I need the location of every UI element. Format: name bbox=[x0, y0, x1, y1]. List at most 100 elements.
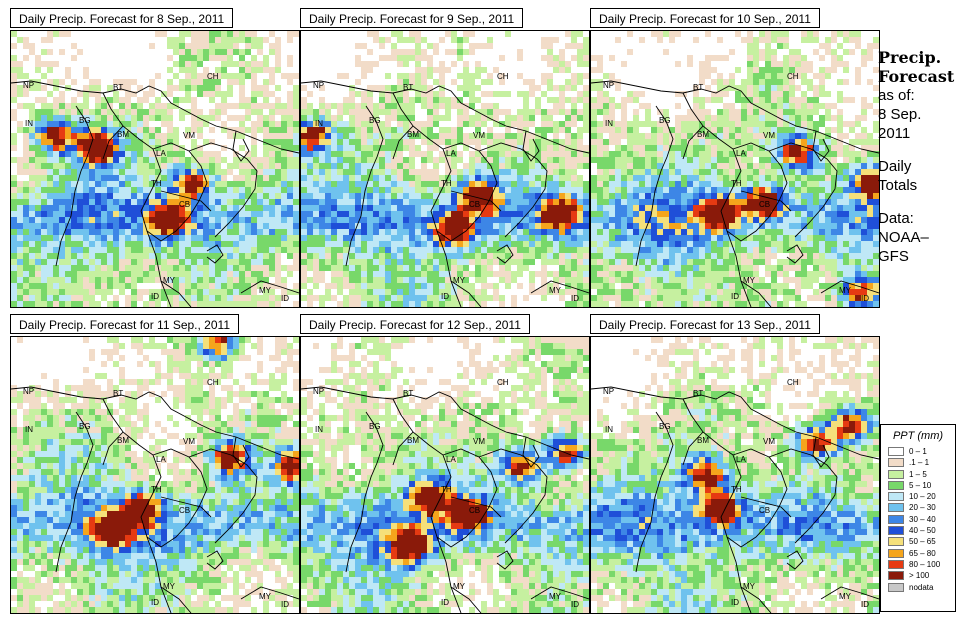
panel-title: Daily Precip. Forecast for 11 Sep., 2011 bbox=[10, 314, 239, 334]
legend-label: nodata bbox=[909, 582, 934, 592]
region-label: IN bbox=[605, 425, 613, 434]
legend-swatch bbox=[888, 559, 904, 569]
legend-item: .1 – 1 bbox=[881, 457, 955, 468]
forecast-panel-sep-12: Daily Precip. Forecast for 12 Sep., 2011… bbox=[300, 314, 590, 616]
region-label: ID bbox=[731, 292, 739, 301]
legend-label: 50 – 65 bbox=[909, 537, 936, 547]
legend-label: .1 – 1 bbox=[909, 458, 930, 468]
region-label: IN bbox=[315, 119, 323, 128]
region-label: VM bbox=[763, 437, 775, 446]
region-label: ID bbox=[281, 600, 289, 609]
region-label: ID bbox=[861, 600, 869, 609]
region-label: TH bbox=[441, 485, 452, 494]
title-line-2: Forecast bbox=[878, 67, 955, 86]
legend-swatch bbox=[888, 469, 904, 479]
region-label: MY bbox=[549, 592, 562, 601]
panel-title: Daily Precip. Forecast for 8 Sep., 2011 bbox=[10, 8, 234, 28]
precip-grid: NP BT IN BG CH BM VM LA TH CB MY ID MY ID bbox=[301, 31, 589, 307]
region-label: ID bbox=[151, 292, 159, 301]
legend-swatch bbox=[888, 548, 904, 558]
region-label: BT bbox=[113, 389, 123, 398]
legend-item: 40 – 50 bbox=[881, 525, 955, 536]
legend-label: 1 – 5 bbox=[909, 469, 927, 479]
region-label: CB bbox=[759, 200, 770, 209]
region-label: BT bbox=[403, 83, 413, 92]
region-label: MY bbox=[163, 276, 176, 285]
date-line-2: 2011 bbox=[878, 125, 911, 142]
region-label: CH bbox=[207, 72, 219, 81]
data-line-2: NOAA– bbox=[878, 229, 929, 246]
region-label: CB bbox=[469, 200, 480, 209]
region-label: CH bbox=[497, 378, 509, 387]
precip-map: NP BT IN BG CH BM VM LA TH CB MY ID MY ID bbox=[300, 336, 590, 614]
forecast-panel-sep-13: Daily Precip. Forecast for 13 Sep., 2011… bbox=[590, 314, 880, 616]
precip-grid: NP BT IN BG CH BM VM LA TH CB MY ID MY ID bbox=[591, 337, 879, 613]
region-label: TH bbox=[731, 179, 742, 188]
region-label: TH bbox=[151, 485, 162, 494]
legend-label: 40 – 50 bbox=[909, 526, 936, 536]
region-label: MY bbox=[839, 592, 852, 601]
legend-swatch bbox=[888, 492, 904, 502]
legend-swatch bbox=[888, 514, 904, 524]
region-label: BT bbox=[693, 83, 703, 92]
region-label: NP bbox=[313, 387, 324, 396]
region-label: CB bbox=[179, 200, 190, 209]
region-label: ID bbox=[731, 598, 739, 607]
legend-swatch bbox=[888, 571, 904, 581]
region-label: LA bbox=[446, 149, 456, 158]
region-label: MY bbox=[163, 582, 176, 591]
legend-label: > 100 bbox=[909, 571, 930, 581]
legend-item: 5 – 10 bbox=[881, 480, 955, 491]
region-label: CH bbox=[787, 72, 799, 81]
region-label: VM bbox=[183, 437, 195, 446]
forecast-panel-sep-10: Daily Precip. Forecast for 10 Sep., 2011… bbox=[590, 8, 880, 310]
region-label: MY bbox=[259, 592, 272, 601]
region-label: ID bbox=[571, 600, 579, 609]
region-label: BM bbox=[407, 130, 419, 139]
region-label: ID bbox=[441, 292, 449, 301]
region-label: CB bbox=[469, 506, 480, 515]
legend-item: > 100 bbox=[881, 570, 955, 581]
panel-title: Daily Precip. Forecast for 13 Sep., 2011 bbox=[590, 314, 820, 334]
legend-swatch bbox=[888, 537, 904, 547]
legend-item: 0 – 1 bbox=[881, 446, 955, 457]
region-label: CH bbox=[497, 72, 509, 81]
region-label: BM bbox=[117, 436, 129, 445]
region-label: BT bbox=[693, 389, 703, 398]
legend-item: 30 – 40 bbox=[881, 514, 955, 525]
region-label: MY bbox=[549, 286, 562, 295]
legend-item: 65 – 80 bbox=[881, 548, 955, 559]
region-label: NP bbox=[313, 81, 324, 90]
region-label: CB bbox=[759, 506, 770, 515]
data-line-1: Data: bbox=[878, 210, 914, 227]
region-label: BM bbox=[117, 130, 129, 139]
region-label: LA bbox=[736, 149, 746, 158]
precip-grid: NP BT IN BG CH BM VM LA TH CB MY ID MY ID bbox=[591, 31, 879, 307]
precip-map: NP BT IN BG CH BM VM LA TH CB MY ID MY ID bbox=[590, 336, 880, 614]
region-label: MY bbox=[453, 276, 466, 285]
legend-swatch bbox=[888, 526, 904, 536]
region-label: IN bbox=[25, 425, 33, 434]
panel-title: Daily Precip. Forecast for 10 Sep., 2011 bbox=[590, 8, 820, 28]
precip-map: NP BT IN BG CH BM VM LA TH CB MY ID MY ID bbox=[300, 30, 590, 308]
region-label: MY bbox=[743, 582, 756, 591]
legend-item: 80 – 100 bbox=[881, 559, 955, 570]
legend-label: 0 – 1 bbox=[909, 447, 927, 456]
daily-line-2: Totals bbox=[878, 177, 918, 194]
region-label: ID bbox=[151, 598, 159, 607]
legend-item: 20 – 30 bbox=[881, 502, 955, 513]
daily-line-1: Daily bbox=[878, 158, 912, 175]
region-label: LA bbox=[446, 455, 456, 464]
legend-swatch bbox=[888, 582, 904, 592]
region-label: BT bbox=[113, 83, 123, 92]
precip-grid: NP BT IN BG CH BM VM LA TH CB MY ID MY ID bbox=[11, 31, 299, 307]
date-line-1: 8 Sep. bbox=[878, 106, 922, 123]
region-label: BG bbox=[369, 422, 381, 431]
legend-label: 5 – 10 bbox=[909, 480, 932, 490]
legend-label: 20 – 30 bbox=[909, 503, 936, 513]
region-label: BG bbox=[79, 116, 91, 125]
region-label: BM bbox=[697, 130, 709, 139]
legend-label: 30 – 40 bbox=[909, 514, 936, 524]
region-label: BG bbox=[79, 422, 91, 431]
